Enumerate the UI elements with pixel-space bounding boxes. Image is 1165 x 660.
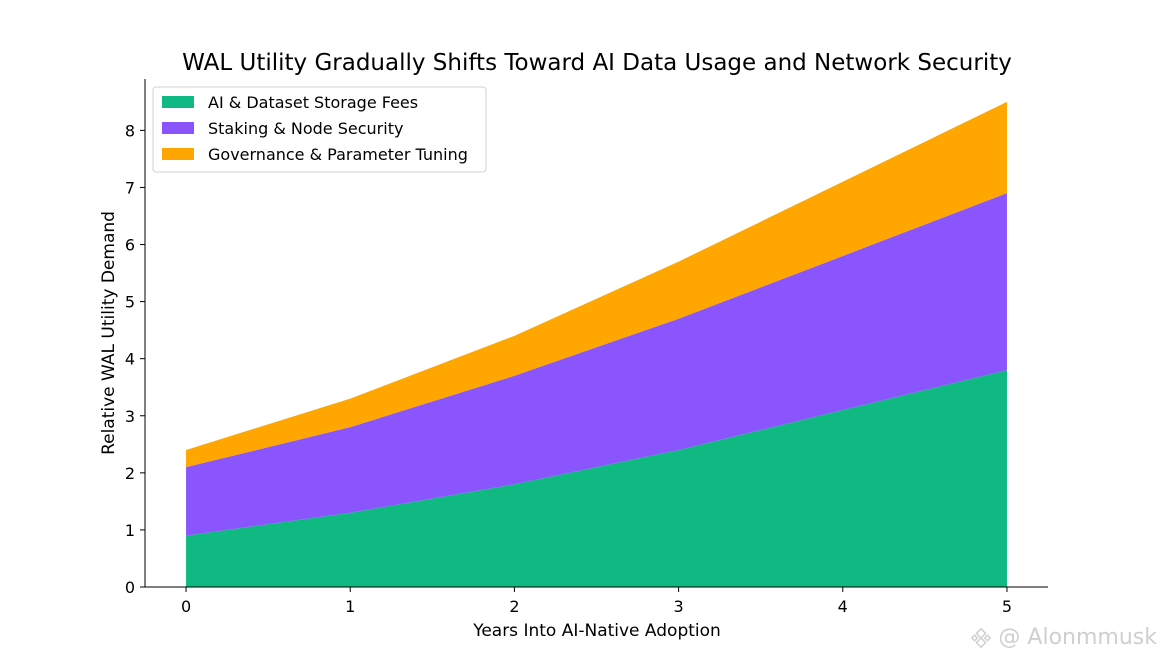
y-tick-label: 3 (125, 407, 135, 426)
x-tick-label: 5 (1002, 597, 1012, 616)
y-axis-label: Relative WAL Utility Demand (99, 211, 119, 455)
area-series-1 (186, 370, 1007, 587)
x-axis-label: Years Into AI-Native Adoption (472, 621, 721, 641)
y-axis-ticks: 0 1 2 3 4 5 6 7 8 (125, 121, 145, 597)
watermark: @ Alonmmusk (970, 625, 1157, 650)
legend-swatch (162, 96, 194, 108)
area-series-2 (186, 193, 1007, 536)
y-tick-label: 6 (125, 236, 135, 255)
legend-swatch (162, 122, 194, 134)
y-tick-label: 4 (125, 350, 135, 369)
chart-title: WAL Utility Gradually Shifts Toward AI D… (182, 50, 1012, 76)
y-tick-label: 1 (125, 521, 135, 540)
legend-label: AI & Dataset Storage Fees (208, 93, 418, 112)
y-tick-label: 8 (125, 121, 135, 140)
legend-label: Governance & Parameter Tuning (208, 145, 468, 164)
area-series-3 (186, 101, 1007, 468)
legend-label: Staking & Node Security (208, 119, 403, 138)
legend-frame (152, 86, 487, 173)
x-tick-label: 3 (673, 597, 683, 616)
legend-items: AI & Dataset Storage Fees Staking & Node … (162, 93, 468, 164)
y-tick-label: 7 (125, 178, 135, 197)
binance-square-icon (971, 627, 992, 648)
axes (144, 79, 1048, 588)
x-tick-label: 0 (181, 597, 191, 616)
y-tick-label: 5 (125, 293, 135, 312)
x-tick-label: 1 (345, 597, 355, 616)
x-tick-label: 4 (838, 597, 848, 616)
legend: AI & Dataset Storage Fees Staking & Node … (152, 86, 487, 173)
x-axis-ticks: 0 1 2 3 4 5 (181, 587, 1012, 616)
x-tick-label: 2 (509, 597, 519, 616)
y-tick-label: 2 (125, 464, 135, 483)
watermark-text: @ Alonmmusk (998, 625, 1157, 650)
y-tick-label: 0 (125, 578, 135, 597)
legend-swatch (162, 148, 194, 160)
area-series-group (186, 101, 1007, 587)
